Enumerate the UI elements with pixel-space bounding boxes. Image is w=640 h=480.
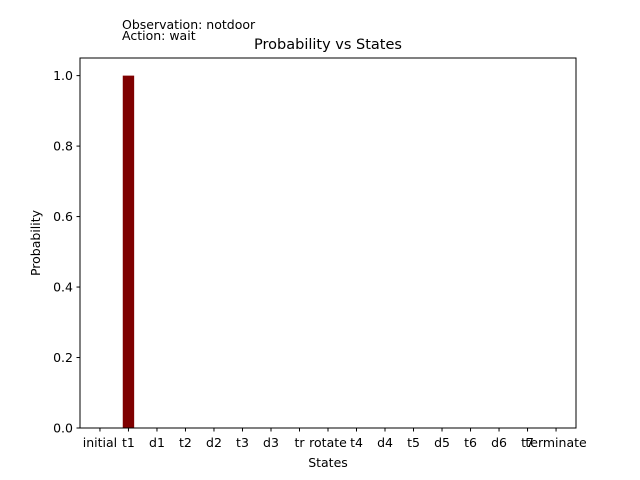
x-tick-label: d2	[206, 435, 222, 450]
action-annotation: Action: wait	[122, 28, 196, 43]
x-tick-label: d6	[491, 435, 507, 450]
y-axis-label: Probability	[28, 209, 43, 276]
observation-annotation: Observation: notdoor	[122, 17, 256, 32]
bar-t1	[122, 75, 135, 428]
y-tick-label: 0.0	[53, 421, 73, 436]
x-tick-label: terminate	[525, 435, 587, 450]
ticks-layer: initial t1 d1 t2 d2 t3 d3 tr rotate t4 d4 t5 d5 t6 d6 t…	[53, 68, 587, 450]
x-tick-label: t3	[236, 435, 249, 450]
y-tick-label: 0.8	[53, 139, 73, 154]
x-tick-label: d3	[263, 435, 279, 450]
bars-layer	[122, 75, 135, 428]
x-tick-label: t2	[179, 435, 192, 450]
x-axis-label: States	[308, 455, 348, 470]
x-tick-label: t5	[407, 435, 420, 450]
y-tick-label: 1.0	[53, 68, 73, 83]
x-tick-label: t4	[350, 435, 363, 450]
x-tick-label: d1	[149, 435, 165, 450]
x-tick-label: rotate	[309, 435, 347, 450]
x-tick-label: t1	[122, 435, 135, 450]
x-tick-label: d4	[377, 435, 393, 450]
y-tick-label: 0.4	[53, 280, 73, 295]
x-tick-label: t7	[521, 435, 534, 450]
x-tick-label: initial	[83, 435, 117, 450]
x-tick-label: tr	[294, 435, 305, 450]
y-tick-label: 0.2	[53, 350, 73, 365]
plot-frame	[79, 57, 577, 429]
x-tick-label: d5	[434, 435, 450, 450]
x-tick-label: t6	[464, 435, 477, 450]
chart-title: Probability vs States	[254, 37, 402, 53]
y-tick-label: 0.6	[53, 209, 73, 224]
